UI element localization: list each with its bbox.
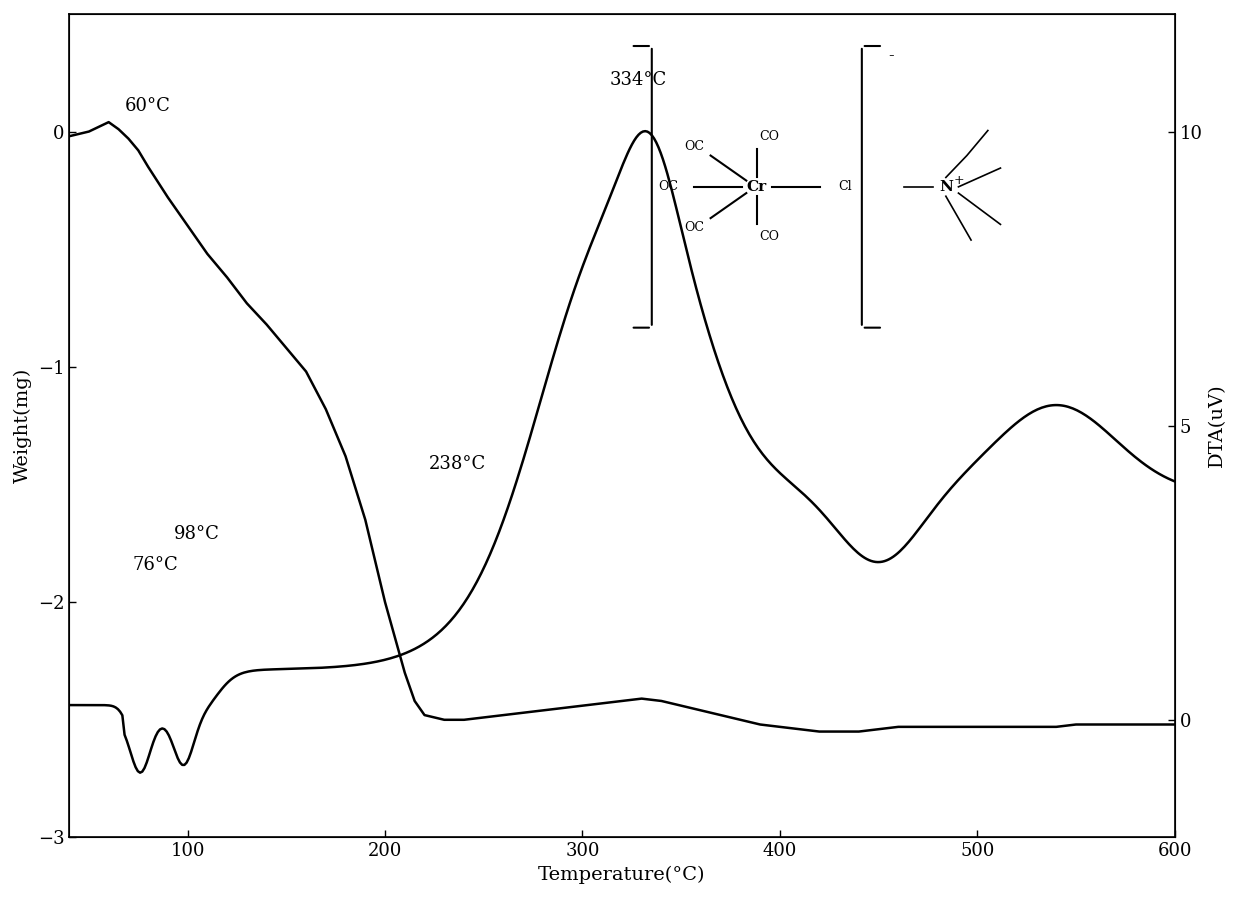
X-axis label: Temperature(°C): Temperature(°C)	[538, 866, 706, 885]
Text: 60°C: 60°C	[124, 97, 170, 115]
Y-axis label: Weight(mg): Weight(mg)	[14, 368, 32, 483]
Y-axis label: DTA(uV): DTA(uV)	[1208, 383, 1226, 468]
Text: 238°C: 238°C	[429, 454, 486, 472]
Text: 76°C: 76°C	[133, 556, 179, 574]
Text: 334°C: 334°C	[610, 71, 667, 89]
Text: 98°C: 98°C	[174, 525, 219, 543]
